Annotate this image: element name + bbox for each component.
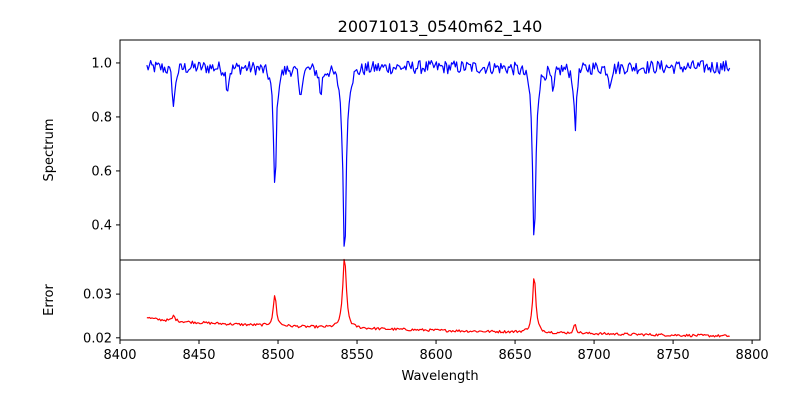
- spectrum-y-tick-label: 0.8: [91, 110, 112, 125]
- error-x-tick-label: 8500: [261, 348, 294, 363]
- spectrum-y-tick-label: 0.6: [91, 164, 112, 179]
- error-series-line: [146, 258, 730, 338]
- spectrum-series-line: [146, 59, 731, 247]
- error-x-tick-label: 8650: [499, 348, 532, 363]
- error-panel: 0.02 0.03 8400 8450 8500 8550 8600 8650 8700 875…: [42, 258, 769, 384]
- error-x-tick-label: 8600: [420, 348, 453, 363]
- error-x-tick-label: 8550: [340, 348, 373, 363]
- spectrum-y-ticks: 0.4 0.6 0.8 1.0: [91, 56, 120, 233]
- error-y-axis-label: Error: [42, 284, 57, 316]
- x-axis-label: Wavelength: [401, 369, 478, 384]
- error-x-tick-label: 8450: [182, 348, 215, 363]
- error-y-tick-label: 0.02: [83, 331, 112, 346]
- spectrum-y-tick-label: 1.0: [91, 56, 112, 71]
- error-x-ticks: 8400 8450 8500 8550 8600 8650 8700 8750 8800: [103, 340, 769, 363]
- error-axes-frame: [119, 259, 761, 341]
- error-x-tick-label: 8400: [103, 348, 136, 363]
- spectrum-panel: 0.4 0.6 0.8 1.0 Spectrum: [42, 39, 761, 264]
- spectrum-y-tick-label: 0.4: [91, 218, 112, 233]
- error-x-tick-label: 8800: [736, 348, 769, 363]
- spectrum-y-axis-label: Spectrum: [42, 119, 57, 182]
- error-y-ticks: 0.02 0.03: [83, 288, 120, 346]
- spectrum-plot-area: [120, 40, 760, 260]
- chart-title: 20071013_0540m62_140: [338, 17, 543, 37]
- error-y-tick-label: 0.03: [83, 288, 112, 303]
- error-x-tick-label: 8750: [657, 348, 690, 363]
- error-x-tick-label: 8700: [578, 348, 611, 363]
- error-plot-area: [120, 260, 760, 340]
